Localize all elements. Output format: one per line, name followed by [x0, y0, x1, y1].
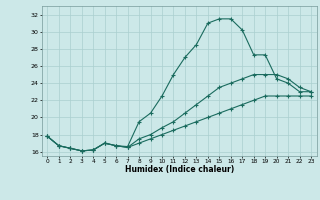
X-axis label: Humidex (Indice chaleur): Humidex (Indice chaleur)	[124, 165, 234, 174]
